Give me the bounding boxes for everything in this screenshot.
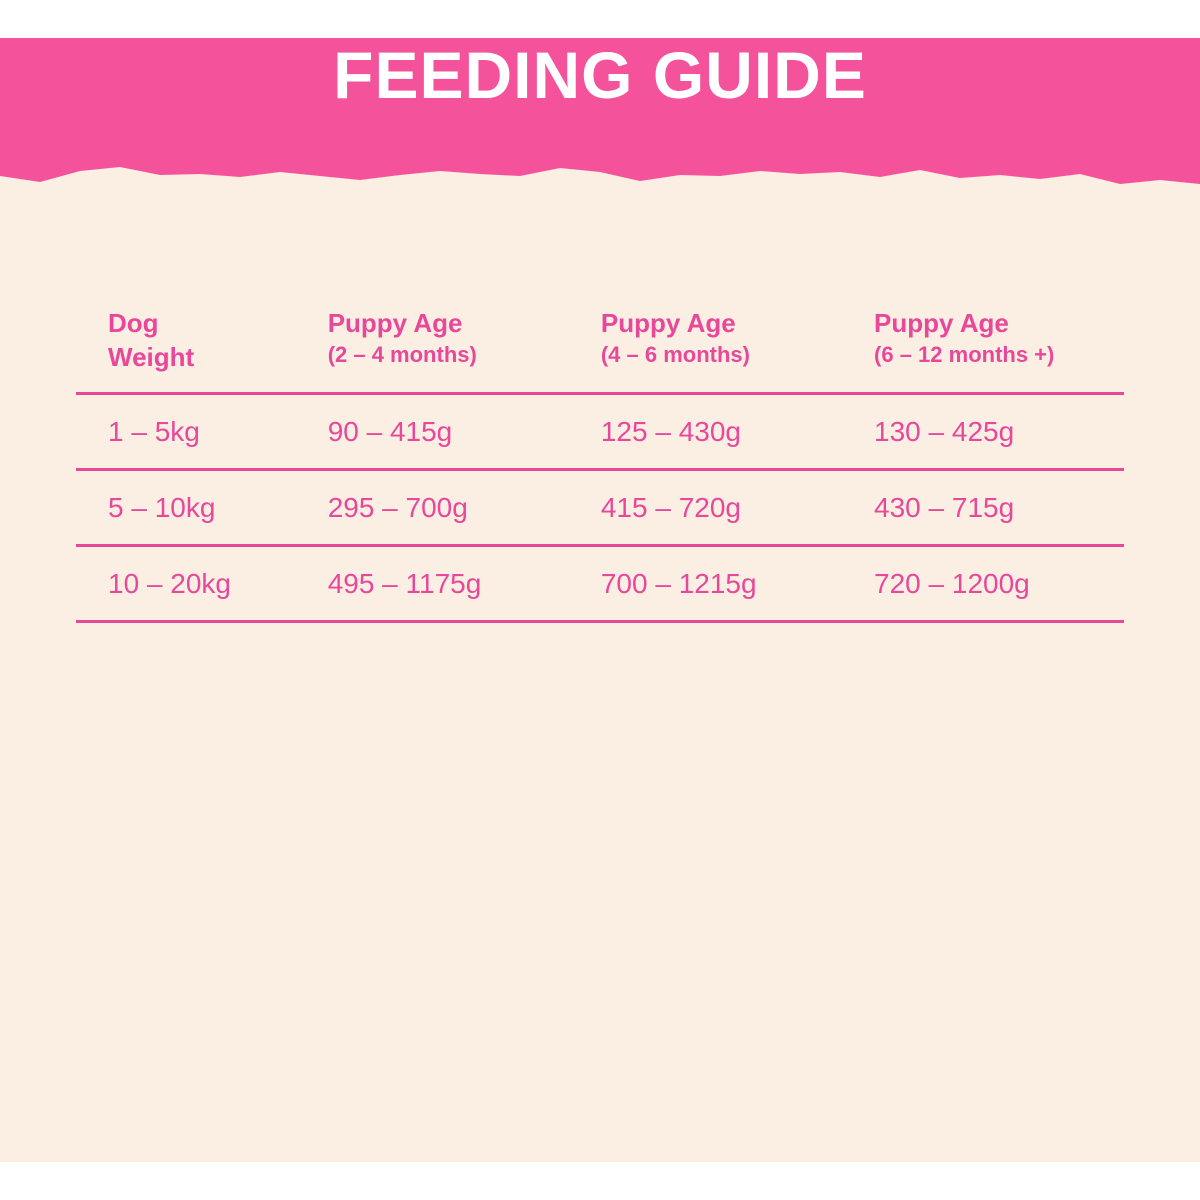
cell-dog-weight: 5 – 10kg <box>76 469 328 547</box>
table-row: 5 – 10kg 295 – 700g 415 – 720g 430 – 715… <box>76 469 1124 547</box>
feeding-guide-panel: FEEDING GUIDE Dog Weight Puppy Age (2 – … <box>0 38 1200 1162</box>
header-title: Puppy Age <box>600 308 736 338</box>
page-title: FEEDING GUIDE <box>333 38 867 112</box>
cell-amount: 700 – 1215g <box>600 545 875 623</box>
cell-amount: 125 – 430g <box>600 393 875 471</box>
header-title: Puppy Age <box>874 308 1009 338</box>
header-subtitle: (2 – 4 months) <box>327 342 477 367</box>
header-puppy-age-4-6: Puppy Age (4 – 6 months) <box>600 304 875 395</box>
table-header-row: Dog Weight Puppy Age (2 – 4 months) Pupp… <box>76 304 1124 395</box>
title-banner: FEEDING GUIDE <box>0 38 1200 198</box>
cell-amount: 430 – 715g <box>874 469 1124 547</box>
header-puppy-age-2-4: Puppy Age (2 – 4 months) <box>327 304 601 395</box>
banner-torn-edge-shape <box>0 38 1200 184</box>
header-subtitle: (6 – 12 months +) <box>874 342 1055 367</box>
table-row: 1 – 5kg 90 – 415g 125 – 430g 130 – 425g <box>76 393 1124 471</box>
cell-amount: 130 – 425g <box>874 393 1124 471</box>
header-title: Puppy Age <box>327 308 463 338</box>
cell-amount: 415 – 720g <box>600 469 875 547</box>
cell-amount: 495 – 1175g <box>327 545 601 623</box>
cell-amount: 295 – 700g <box>327 469 601 547</box>
header-subtitle: (4 – 6 months) <box>600 342 750 367</box>
feeding-table: Dog Weight Puppy Age (2 – 4 months) Pupp… <box>76 304 1124 623</box>
cell-amount: 90 – 415g <box>327 393 601 471</box>
header-puppy-age-6-12: Puppy Age (6 – 12 months +) <box>874 304 1124 395</box>
cell-dog-weight: 10 – 20kg <box>76 545 328 623</box>
cell-amount: 720 – 1200g <box>874 545 1124 623</box>
header-dog-weight: Dog Weight <box>76 304 328 395</box>
table-row: 10 – 20kg 495 – 1175g 700 – 1215g 720 – … <box>76 545 1124 623</box>
header-title-line2: Weight <box>108 342 195 372</box>
cell-dog-weight: 1 – 5kg <box>76 393 328 471</box>
header-title: Dog <box>108 308 159 338</box>
